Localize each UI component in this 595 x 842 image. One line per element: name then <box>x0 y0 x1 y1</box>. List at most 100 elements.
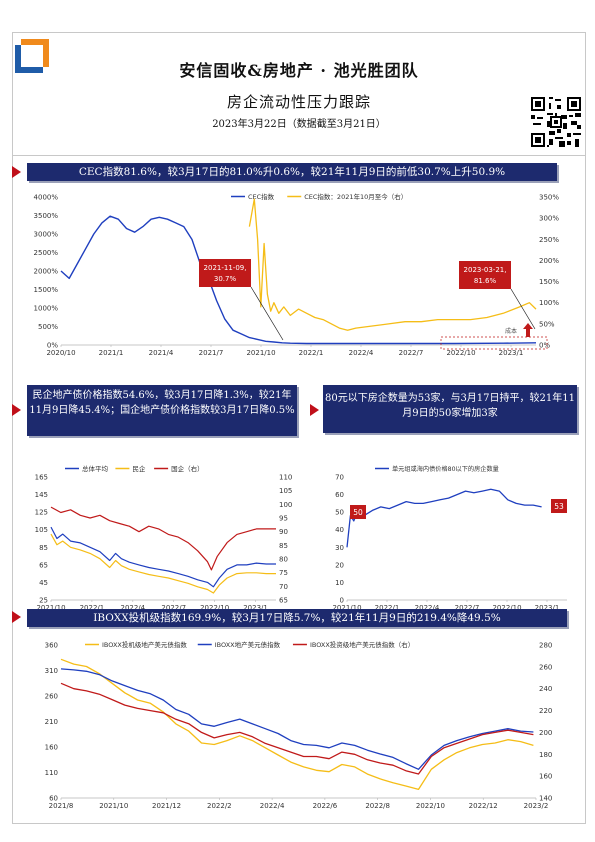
x-tick-label: 2022/7 <box>161 604 186 611</box>
x-tick-label: 2021/4 <box>149 349 174 357</box>
y-tick-label: 0% <box>47 342 58 350</box>
y2-tick-label: 300% <box>539 215 559 223</box>
y2-tick-label: 105 <box>279 487 292 495</box>
x-tick-label: 2021/12 <box>152 802 181 810</box>
x-tick-label: 2022/1 <box>80 604 105 611</box>
y-tick-label: 4000% <box>34 194 59 202</box>
y2-tick-label: 85 <box>279 542 288 550</box>
x-tick-label: 2022/4 <box>260 802 285 810</box>
legend-label: IBOXX投机级地产美元债指数 <box>102 640 187 649</box>
y2-tick-label: 90 <box>279 528 288 536</box>
x-tick-label: 2022/12 <box>469 802 498 810</box>
header-divider <box>13 155 585 156</box>
y2-tick-label: 110 <box>279 474 292 482</box>
y-tick-label: 260 <box>45 693 58 701</box>
up-arrow-icon <box>523 323 533 337</box>
y-tick-label: 1000% <box>34 305 59 313</box>
y2-tick-label: 240 <box>539 685 552 693</box>
legend-label: IBOXX投资级地产美元债指数（右） <box>310 640 414 649</box>
iboxx-speculative-line <box>60 658 534 791</box>
legend-label: CEC指数：2021年10月至今（右） <box>304 192 407 201</box>
annotation-box <box>459 261 511 289</box>
report-date: 2023年3月22日（数据截至3月21日） <box>212 119 386 130</box>
report-subtitle: 房企流动性压力跟踪 <box>226 93 371 111</box>
y-tick-label: 160 <box>45 744 58 752</box>
y-tick-label: 2500% <box>34 249 59 257</box>
legend-label: 民企 <box>132 464 146 473</box>
bond-state-line <box>50 506 276 571</box>
legend-label: 总体平均 <box>82 464 109 473</box>
iboxx-chart: 60 110 160 210 260 310 360 140 160 180 200 220 240 26… <box>45 640 553 810</box>
cec-banner: CEC指数81.6%，较3月17日的81.0%升0.6%，较21年11月9日的前… <box>27 163 557 181</box>
annotation-text: 2023-03-21, <box>464 266 507 274</box>
x-tick-label: 2023/1 <box>499 349 524 357</box>
section-marker <box>12 166 21 178</box>
y2-tick-label: 180 <box>539 751 552 759</box>
y2-tick-label: 200% <box>539 257 559 265</box>
y-tick-label: 40 <box>335 526 344 534</box>
y2-tick-label: 220 <box>539 707 552 715</box>
y2-tick-label: 0% <box>539 342 550 350</box>
y-tick-label: 60 <box>335 491 344 499</box>
y-tick-label: 1500% <box>34 286 59 294</box>
x-tick-label: 2022/1 <box>375 604 400 611</box>
y-tick-label: 25 <box>39 597 48 605</box>
start-value-badge <box>350 505 366 519</box>
legend-label: 国企（右） <box>171 464 204 473</box>
legend-label: IBOXX地产美元债指数 <box>215 640 281 649</box>
iboxx-banner: IBOXX投机级指数169.9%，较3月17日降5.7%，较21年11月9日的2… <box>27 609 567 627</box>
x-tick-label: 2022/7 <box>399 349 424 357</box>
y-tick-label: 105 <box>35 526 48 534</box>
x-tick-label: 2021/8 <box>49 802 74 810</box>
y-tick-label: 45 <box>39 579 48 587</box>
qr-code[interactable] <box>529 95 583 149</box>
iboxx-investment-line <box>60 682 534 775</box>
x-tick-label: 2021/1 <box>99 349 124 357</box>
y2-tick-label: 150% <box>539 278 559 286</box>
x-tick-label: 2022/4 <box>415 604 440 611</box>
y-tick-label: 60 <box>49 795 58 803</box>
y-tick-label: 145 <box>35 491 48 499</box>
section-marker <box>12 404 21 416</box>
y-tick-label: 70 <box>335 474 344 482</box>
count-chart: 0 10 20 30 40 50 60 70 2021/10 2022/1 2022/4 2022/7… <box>332 465 567 611</box>
y-tick-label: 85 <box>39 544 48 552</box>
y-tick-label: 10 <box>335 579 344 587</box>
x-tick-label: 2021/10 <box>246 349 275 357</box>
y2-tick-label: 280 <box>539 642 552 650</box>
y-tick-label: 125 <box>35 509 48 517</box>
cec-right-series-line <box>248 198 537 331</box>
y2-tick-label: 100% <box>539 299 559 307</box>
y2-tick-label: 65 <box>279 597 288 605</box>
count-banner: 80元以下房企数量为53家，与3月17日持平，较21年11月9日的50家增加3家 <box>323 385 577 433</box>
x-tick-label: 2022/1 <box>299 349 324 357</box>
x-tick-label: 2022/4 <box>349 349 374 357</box>
y-tick-label: 2000% <box>34 268 59 276</box>
x-tick-label: 2021/10 <box>332 604 361 611</box>
y-tick-label: 0 <box>340 597 344 605</box>
y-tick-label: 30 <box>335 544 344 552</box>
iboxx-property-line <box>60 668 534 770</box>
x-tick-label: 2021/7 <box>199 349 224 357</box>
annotation-leader <box>250 286 284 341</box>
report-sheet: 安信固收&房地产 · 池光胜团队 房企流动性压力跟踪 2023年3月22日（数据… <box>12 32 586 824</box>
x-tick-label: 2022/2 <box>207 802 232 810</box>
y2-tick-label: 50% <box>539 320 555 328</box>
x-tick-label: 2022/10 <box>200 604 229 611</box>
y-tick-label: 310 <box>45 667 58 675</box>
bond-chart: 25 45 65 85 105 125 145 165 65 70 75 80 85 90 95 100 105… <box>35 464 293 611</box>
brand-logo <box>15 39 49 73</box>
y-tick-label: 3500% <box>34 212 59 220</box>
y2-tick-label: 350% <box>539 194 559 202</box>
x-tick-label: 2020/10 <box>46 349 75 357</box>
annotation-text: 81.6% <box>474 277 497 285</box>
y2-tick-label: 70 <box>279 583 288 591</box>
bond-banner: 民企地产债价格指数54.6%，较3月17日降1.3%，较21年11月9日降45.… <box>27 385 297 436</box>
annotation-text: 30.7% <box>214 275 237 283</box>
x-tick-label: 2023/1 <box>535 604 560 611</box>
x-tick-label: 2021/10 <box>99 802 128 810</box>
y-tick-label: 210 <box>45 718 58 726</box>
y-tick-label: 50 <box>335 509 344 517</box>
y-tick-label: 65 <box>39 561 48 569</box>
end-value-badge <box>551 499 567 513</box>
